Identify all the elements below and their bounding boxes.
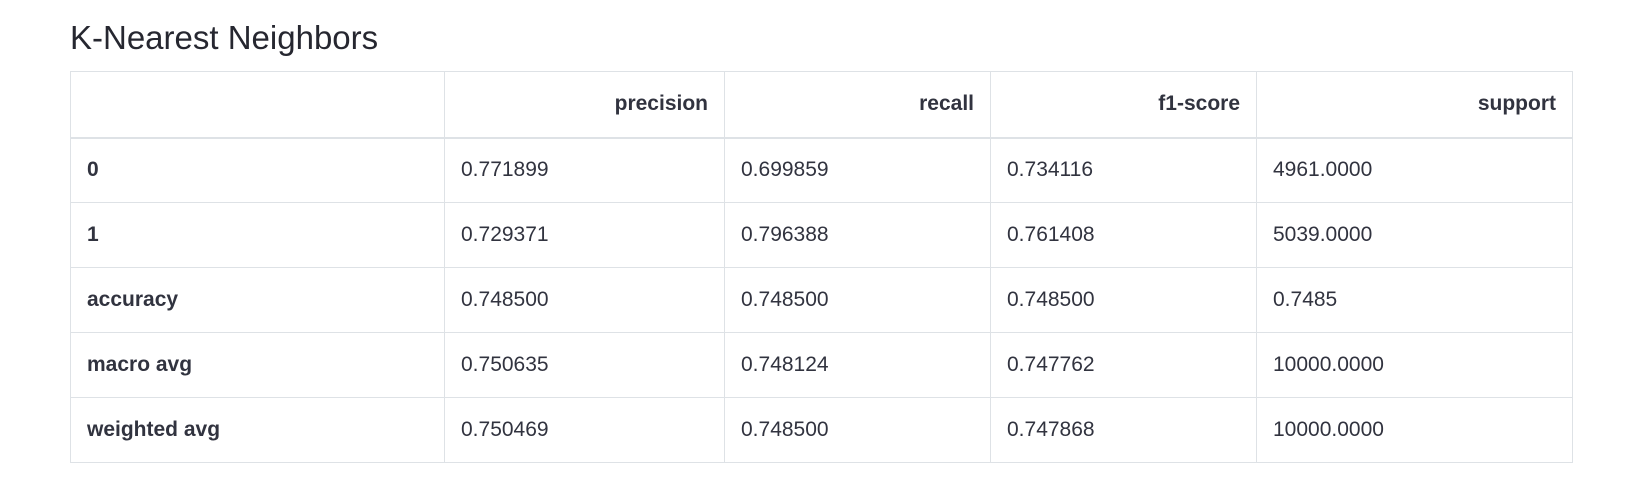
header-cell-f1-score: f1-score: [990, 71, 1257, 139]
page-title: K-Nearest Neighbors: [70, 19, 379, 56]
row-label: weighted avg: [70, 397, 445, 463]
cell-recall: 0.748124: [724, 332, 991, 398]
cell-f1-score: 0.747868: [990, 397, 1257, 463]
cell-precision: 0.750635: [444, 332, 725, 398]
cell-precision: 0.771899: [444, 137, 725, 203]
cell-recall: 0.748500: [724, 267, 991, 333]
cell-recall: 0.748500: [724, 397, 991, 463]
row-label: 1: [70, 202, 445, 268]
table-row: accuracy 0.748500 0.748500 0.748500 0.74…: [70, 267, 1573, 333]
cell-precision: 0.750469: [444, 397, 725, 463]
cell-support: 10000.0000: [1256, 332, 1573, 398]
cell-recall: 0.699859: [724, 137, 991, 203]
table-row: 0 0.771899 0.699859 0.734116 4961.0000: [70, 137, 1573, 203]
table-header: precision recall f1-score support: [70, 71, 1573, 139]
table-body: 0 0.771899 0.699859 0.734116 4961.0000 1…: [70, 137, 1573, 463]
cell-precision: 0.748500: [444, 267, 725, 333]
cell-support: 4961.0000: [1256, 137, 1573, 203]
row-label: macro avg: [70, 332, 445, 398]
table-row: 1 0.729371 0.796388 0.761408 5039.0000: [70, 202, 1573, 268]
cell-f1-score: 0.747762: [990, 332, 1257, 398]
row-label: accuracy: [70, 267, 445, 333]
header-cell-index: [70, 71, 445, 139]
cell-support: 10000.0000: [1256, 397, 1573, 463]
cell-support: 0.7485: [1256, 267, 1573, 333]
header-cell-precision: precision: [444, 71, 725, 139]
cell-f1-score: 0.748500: [990, 267, 1257, 333]
table-row: macro avg 0.750635 0.748124 0.747762 100…: [70, 332, 1573, 398]
cell-precision: 0.729371: [444, 202, 725, 268]
header-cell-support: support: [1256, 71, 1573, 139]
cell-f1-score: 0.734116: [990, 137, 1257, 203]
table-row: weighted avg 0.750469 0.748500 0.747868 …: [70, 397, 1573, 463]
header-cell-recall: recall: [724, 71, 991, 139]
cell-f1-score: 0.761408: [990, 202, 1257, 268]
cell-support: 5039.0000: [1256, 202, 1573, 268]
header-row: precision recall f1-score support: [70, 71, 1573, 139]
row-label: 0: [70, 137, 445, 203]
cell-recall: 0.796388: [724, 202, 991, 268]
classification-report-table: precision recall f1-score support 0 0.77…: [70, 71, 1573, 463]
